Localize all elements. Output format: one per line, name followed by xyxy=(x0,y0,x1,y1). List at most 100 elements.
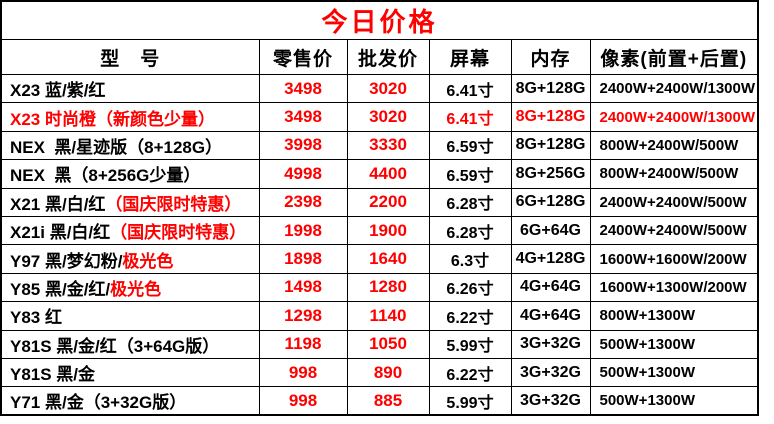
cell-screen: 6.22寸 xyxy=(428,301,512,331)
cell-retail-price: 2398 xyxy=(258,187,348,217)
cell-model: Y83 红 xyxy=(0,301,260,331)
cell-screen: 6.41寸 xyxy=(428,73,512,104)
cell-model: X21i 黑/白/红（国庆限时特惠） xyxy=(0,215,260,246)
model-text: X23 蓝/紫/红 xyxy=(10,81,106,101)
title-row: 今日价格 xyxy=(0,0,759,40)
cell-screen: 5.99寸 xyxy=(428,386,512,416)
cell-wholesale-price: 3020 xyxy=(346,73,430,104)
model-text: Y97 黑/梦幻粉/ xyxy=(10,251,123,271)
cell-wholesale-price: 2200 xyxy=(346,187,430,217)
cell-model: X21 黑/白/红（国庆限时特惠） xyxy=(0,187,260,217)
model-text: Y85 黑/金/红/ xyxy=(10,279,111,299)
cell-pixels: 800W+2400W/500W xyxy=(589,130,759,161)
cell-retail-price: 998 xyxy=(258,386,348,416)
cell-memory: 3G+32G xyxy=(510,357,591,388)
cell-wholesale-price: 1050 xyxy=(346,329,430,359)
header-screen: 屏幕 xyxy=(428,39,512,75)
table-row: X23 蓝/紫/红 3498 3020 6.41寸 8G+128G 2400W+… xyxy=(0,73,759,104)
model-text: X21i 黑/白/红 xyxy=(10,223,111,243)
cell-model: X23 蓝/紫/红 xyxy=(0,73,260,104)
cell-model: Y97 黑/梦幻粉/极光色 xyxy=(0,244,260,274)
cell-screen: 6.22寸 xyxy=(428,357,512,388)
cell-screen: 6.3寸 xyxy=(428,244,512,274)
cell-pixels: 2400W+2400W/500W xyxy=(589,215,759,246)
cell-retail-price: 1998 xyxy=(258,215,348,246)
cell-pixels: 800W+2400W/500W xyxy=(589,159,759,189)
table-row: NEX 黑/星迹版（8+128G） 3998 3330 6.59寸 8G+128… xyxy=(0,130,759,161)
cell-model: X23 时尚橙（新颜色少量） xyxy=(0,102,260,132)
cell-memory: 6G+64G xyxy=(510,215,591,246)
cell-memory: 8G+128G xyxy=(510,130,591,161)
model-text: Y81S 黑/金/红（3+64G版） xyxy=(10,336,220,356)
cell-memory: 6G+128G xyxy=(510,187,591,217)
cell-wholesale-price: 1140 xyxy=(346,301,430,331)
cell-screen: 6.59寸 xyxy=(428,130,512,161)
cell-wholesale-price: 1900 xyxy=(346,215,430,246)
cell-wholesale-price: 1280 xyxy=(346,272,430,303)
header-row: 型 号 零售价 批发价 屏幕 内存 像素(前置+后置) xyxy=(0,39,759,75)
cell-wholesale-price: 890 xyxy=(346,357,430,388)
header-model: 型 号 xyxy=(0,39,260,75)
model-text: Y81S 黑/金 xyxy=(10,365,96,385)
cell-retail-price: 4998 xyxy=(258,159,348,189)
cell-retail-price: 1498 xyxy=(258,272,348,303)
model-text: 极光色 xyxy=(110,279,162,299)
cell-pixels: 1600W+1600W/200W xyxy=(589,244,759,274)
cell-pixels: 500W+1300W xyxy=(589,357,759,388)
table-row: Y97 黑/梦幻粉/极光色 1898 1640 6.3寸 4G+128G 160… xyxy=(0,244,759,274)
cell-memory: 4G+64G xyxy=(510,272,591,303)
model-text: Y71 黑/金（3+32G版） xyxy=(10,393,187,413)
cell-retail-price: 998 xyxy=(258,357,348,388)
model-text: NEX 黑/星迹版（8+128G） xyxy=(10,137,223,157)
price-table: 今日价格 型 号 零售价 批发价 屏幕 内存 像素(前置+后置) X23 蓝/紫… xyxy=(0,0,760,417)
cell-memory: 3G+32G xyxy=(510,329,591,359)
table-row: Y85 黑/金/红/极光色 1498 1280 6.26寸 4G+64G 160… xyxy=(0,272,759,303)
cell-memory: 4G+128G xyxy=(510,244,591,274)
cell-screen: 6.59寸 xyxy=(428,159,512,189)
price-table-body: X23 蓝/紫/红 3498 3020 6.41寸 8G+128G 2400W+… xyxy=(0,73,759,416)
header-wholesale-price: 批发价 xyxy=(346,39,430,75)
cell-retail-price: 3498 xyxy=(258,102,348,132)
cell-pixels: 2400W+2400W/500W xyxy=(589,187,759,217)
cell-memory: 8G+128G xyxy=(510,73,591,104)
cell-model: Y71 黑/金（3+32G版） xyxy=(0,386,260,416)
cell-wholesale-price: 1640 xyxy=(346,244,430,274)
cell-wholesale-price: 885 xyxy=(346,386,430,416)
cell-screen: 6.28寸 xyxy=(428,187,512,217)
model-text: Y83 红 xyxy=(10,308,62,328)
cell-pixels: 1600W+1300W/200W xyxy=(589,272,759,303)
cell-model: NEX 黑（8+256G少量） xyxy=(0,159,260,189)
cell-screen: 6.41寸 xyxy=(428,102,512,132)
cell-wholesale-price: 4400 xyxy=(346,159,430,189)
table-row: NEX 黑（8+256G少量） 4998 4400 6.59寸 8G+256G … xyxy=(0,159,759,189)
cell-memory: 3G+32G xyxy=(510,386,591,416)
model-text: X21 黑/白/红 xyxy=(10,194,106,214)
table-row: X21i 黑/白/红（国庆限时特惠） 1998 1900 6.28寸 6G+64… xyxy=(0,215,759,246)
cell-model: Y85 黑/金/红/极光色 xyxy=(0,272,260,303)
cell-retail-price: 1298 xyxy=(258,301,348,331)
header-retail-price: 零售价 xyxy=(258,39,348,75)
cell-screen: 6.28寸 xyxy=(428,215,512,246)
cell-retail-price: 1898 xyxy=(258,244,348,274)
table-row: X23 时尚橙（新颜色少量） 3498 3020 6.41寸 8G+128G 2… xyxy=(0,102,759,132)
page-title: 今日价格 xyxy=(0,0,759,40)
table-row: Y71 黑/金（3+32G版） 998 885 5.99寸 3G+32G 500… xyxy=(0,386,759,416)
header-pixels: 像素(前置+后置) xyxy=(589,39,759,75)
table-row: X21 黑/白/红（国庆限时特惠） 2398 2200 6.28寸 6G+128… xyxy=(0,187,759,217)
model-text: （国庆限时特惠） xyxy=(105,194,242,214)
cell-memory: 8G+256G xyxy=(510,159,591,189)
cell-model: NEX 黑/星迹版（8+128G） xyxy=(0,130,260,161)
table-row: Y83 红 1298 1140 6.22寸 4G+64G 800W+1300W xyxy=(0,301,759,331)
cell-pixels: 2400W+2400W/1300W xyxy=(589,73,759,104)
cell-retail-price: 3998 xyxy=(258,130,348,161)
cell-model: Y81S 黑/金/红（3+64G版） xyxy=(0,329,260,359)
header-memory: 内存 xyxy=(510,39,591,75)
model-text: NEX 黑（8+256G少量） xyxy=(10,166,201,186)
model-text: X23 时尚橙（新颜色少量） xyxy=(10,109,215,129)
model-text: 极光色 xyxy=(122,251,174,271)
model-text: （国庆限时特惠） xyxy=(110,223,247,243)
cell-memory: 8G+128G xyxy=(510,102,591,132)
cell-pixels: 500W+1300W xyxy=(589,329,759,359)
cell-model: Y81S 黑/金 xyxy=(0,357,260,388)
